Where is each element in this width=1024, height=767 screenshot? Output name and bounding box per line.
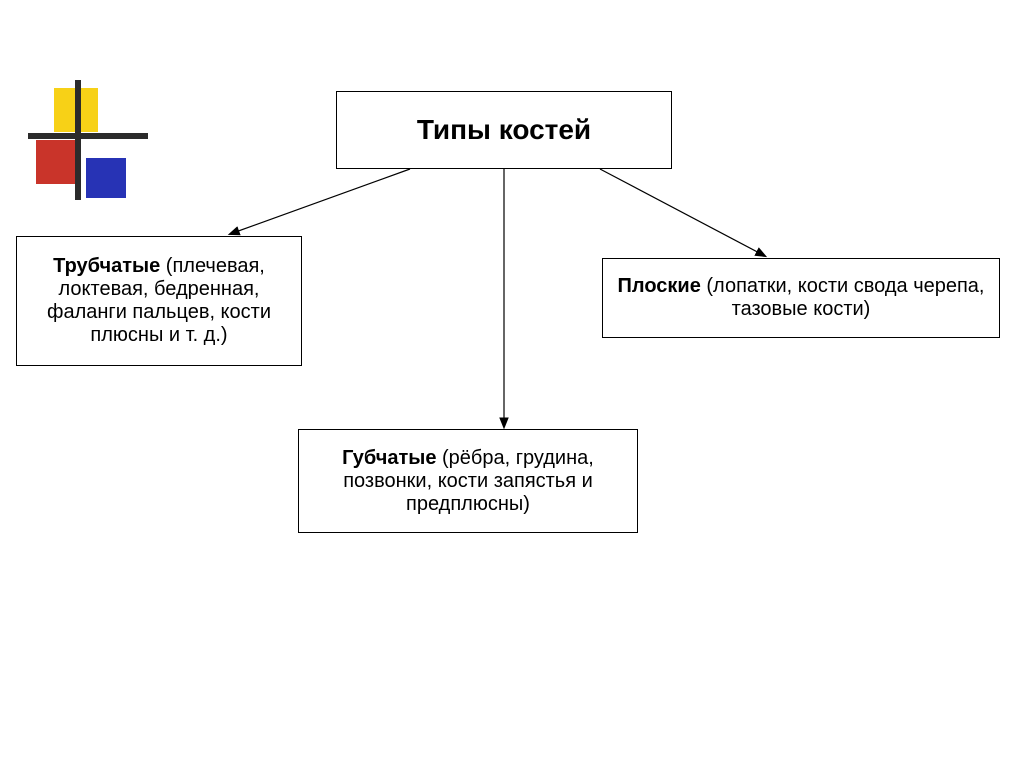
node-flat-rest: (лопатки, кости свода черепа, тазовые ко… [701,275,985,320]
node-tubular: Трубчатые (плечевая, локтевая, бедренная… [16,236,302,366]
deco-horizontal-bar [28,133,148,139]
node-spongy: Губчатые (рёбра, грудина, позвонки, кост… [298,429,638,533]
node-flat: Плоские (лопатки, кости свода черепа, та… [602,258,1000,338]
node-tubular-bold: Трубчатые [53,255,160,277]
slide-decoration [36,88,156,208]
deco-red-square [36,140,80,184]
node-flat-bold: Плоские [618,275,701,297]
root-node-title-text: Типы костей [417,114,591,146]
root-node-title: Типы костей [336,91,672,169]
node-spongy-bold: Губчатые [342,447,436,469]
edge-title-tubular [230,169,410,234]
node-tubular-label: Трубчатые (плечевая, локтевая, бедренная… [21,255,297,347]
node-flat-label: Плоские (лопатки, кости свода черепа, та… [607,275,995,321]
node-spongy-label: Губчатые (рёбра, грудина, позвонки, кост… [303,447,633,516]
deco-vertical-bar [75,80,81,200]
diagram-canvas: Типы костей Трубчатые (плечевая, локтева… [0,0,1024,767]
edge-title-flat [600,169,765,256]
deco-blue-square [86,158,126,198]
